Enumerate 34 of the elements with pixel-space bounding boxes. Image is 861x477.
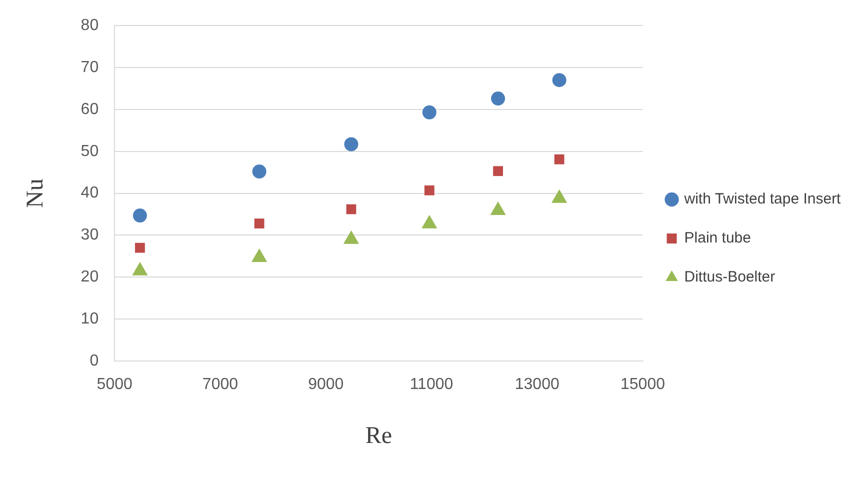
x-tick-label: 13000 [514,376,560,394]
y-tick-label: 80 [80,17,99,34]
legend-label: with Twisted tape Insert [683,190,842,208]
x-tick-label: 9000 [308,376,344,394]
point [554,154,564,164]
y-tick-label: 50 [80,142,99,160]
x-tick-label: 7000 [202,376,238,394]
x-axis-title: Re [365,422,392,449]
point [422,105,436,120]
point [132,208,147,223]
point [424,185,434,196]
legend-label: Dittus-Boelter [684,268,776,286]
y-tick-label: 30 [80,226,99,244]
point [493,166,503,176]
y-tick-label: 0 [90,352,99,370]
y-tick-label: 10 [80,310,99,328]
point [346,204,356,214]
point [132,262,148,276]
x-tick-label: 5000 [96,376,132,394]
y-tick-label: 60 [80,100,99,118]
legend-label: Plain tube [684,230,751,247]
point [491,92,506,106]
point [552,73,566,88]
point [344,137,358,152]
x-tick-label: 15000 [620,376,666,394]
x-tick-label: 11000 [410,376,454,394]
point [252,164,266,178]
point [135,242,145,253]
y-tick-label: 40 [80,184,99,202]
point [254,218,264,228]
y-tick-label: 70 [80,58,99,76]
y-tick-label: 20 [80,268,99,286]
point [252,248,268,262]
y-axis-title: Nu [22,178,49,208]
